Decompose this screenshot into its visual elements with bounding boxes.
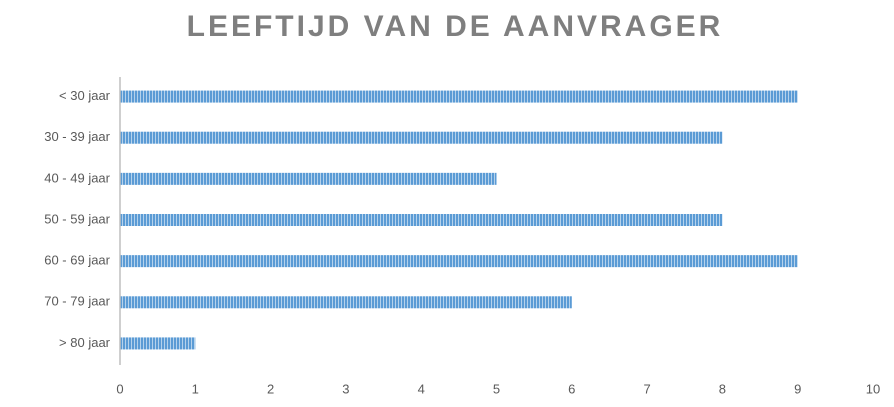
x-tick-label: 10 — [866, 381, 880, 396]
x-tick-label: 2 — [267, 381, 274, 396]
bar — [120, 337, 196, 350]
x-tick-label: 9 — [794, 381, 801, 396]
y-tick-label: 50 - 59 jaar — [44, 211, 110, 226]
bar — [120, 296, 572, 309]
bar — [120, 90, 798, 103]
bar — [120, 214, 723, 226]
x-tick-label: 8 — [719, 381, 726, 396]
x-tick-label: 7 — [643, 381, 650, 396]
bar — [120, 172, 497, 185]
x-tick-label: 0 — [116, 381, 123, 396]
y-tick-label: 70 - 79 jaar — [44, 294, 110, 309]
x-tick-label: 4 — [418, 381, 425, 396]
y-tick-label: 60 - 69 jaar — [44, 253, 110, 268]
x-tick-label: 3 — [342, 381, 349, 396]
y-tick-label: < 30 jaar — [59, 88, 111, 103]
bar — [120, 131, 723, 144]
chart-title: LEEFTIJD VAN DE AANVRAGER — [187, 10, 724, 43]
x-tick-label: 5 — [493, 381, 500, 396]
y-tick-label: > 80 jaar — [59, 335, 111, 350]
y-tick-label: 30 - 39 jaar — [44, 129, 110, 144]
x-tick-label: 1 — [192, 381, 199, 396]
bar — [120, 255, 798, 268]
x-tick-label: 6 — [568, 381, 575, 396]
y-tick-label: 40 - 49 jaar — [44, 170, 110, 185]
